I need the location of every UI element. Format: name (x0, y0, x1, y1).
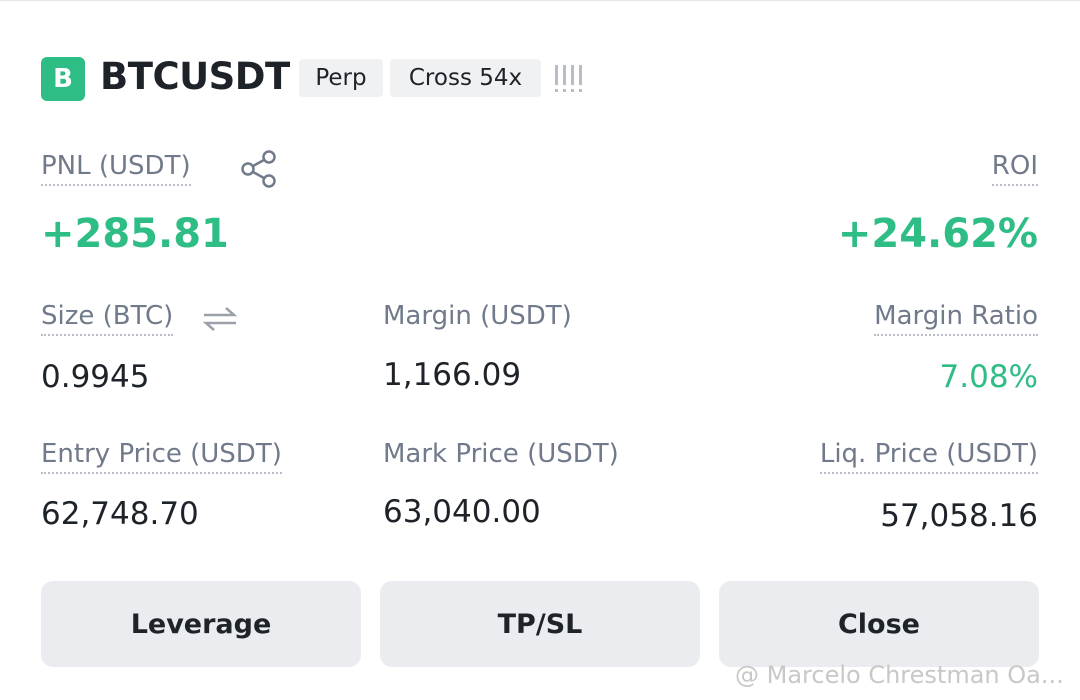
roi-label: ROI (991, 151, 1038, 186)
field-label: Margin Ratio (874, 301, 1038, 336)
field-label: Size (BTC) (41, 301, 174, 336)
field-value: 63,040.00 (383, 494, 541, 530)
field-value: 1,166.09 (383, 357, 522, 393)
roi-value: +24.62% (837, 211, 1038, 257)
share-icon[interactable] (240, 149, 280, 189)
logo: B (41, 57, 85, 101)
leverage-button[interactable]: Leverage (41, 581, 361, 667)
pnl-label: PNL (USDT) (41, 151, 191, 186)
field-label: Mark Price (USDT) (383, 439, 619, 469)
field-label: Liq. Price (USDT) (819, 439, 1038, 474)
watermark: @ Marcelo Chrestman Oa... (735, 661, 1064, 689)
field-label: Entry Price (USDT) (41, 439, 282, 474)
field-label: Margin (USDT) (383, 301, 572, 331)
pnl-value: +285.81 (41, 211, 229, 257)
field-value: 0.9945 (41, 359, 150, 395)
close-button[interactable]: Close (719, 581, 1039, 667)
field-value: 62,748.70 (41, 496, 199, 532)
tpsl-button[interactable]: TP/SL (380, 581, 700, 667)
signal-icon (555, 65, 582, 92)
swap-icon[interactable] (202, 305, 238, 333)
field-value: 7.08% (939, 359, 1038, 395)
badge: Perp (299, 59, 383, 97)
field-value: 57,058.16 (880, 498, 1038, 534)
badge[interactable]: Cross 54x (390, 59, 541, 97)
symbol: BTCUSDT (100, 55, 290, 98)
